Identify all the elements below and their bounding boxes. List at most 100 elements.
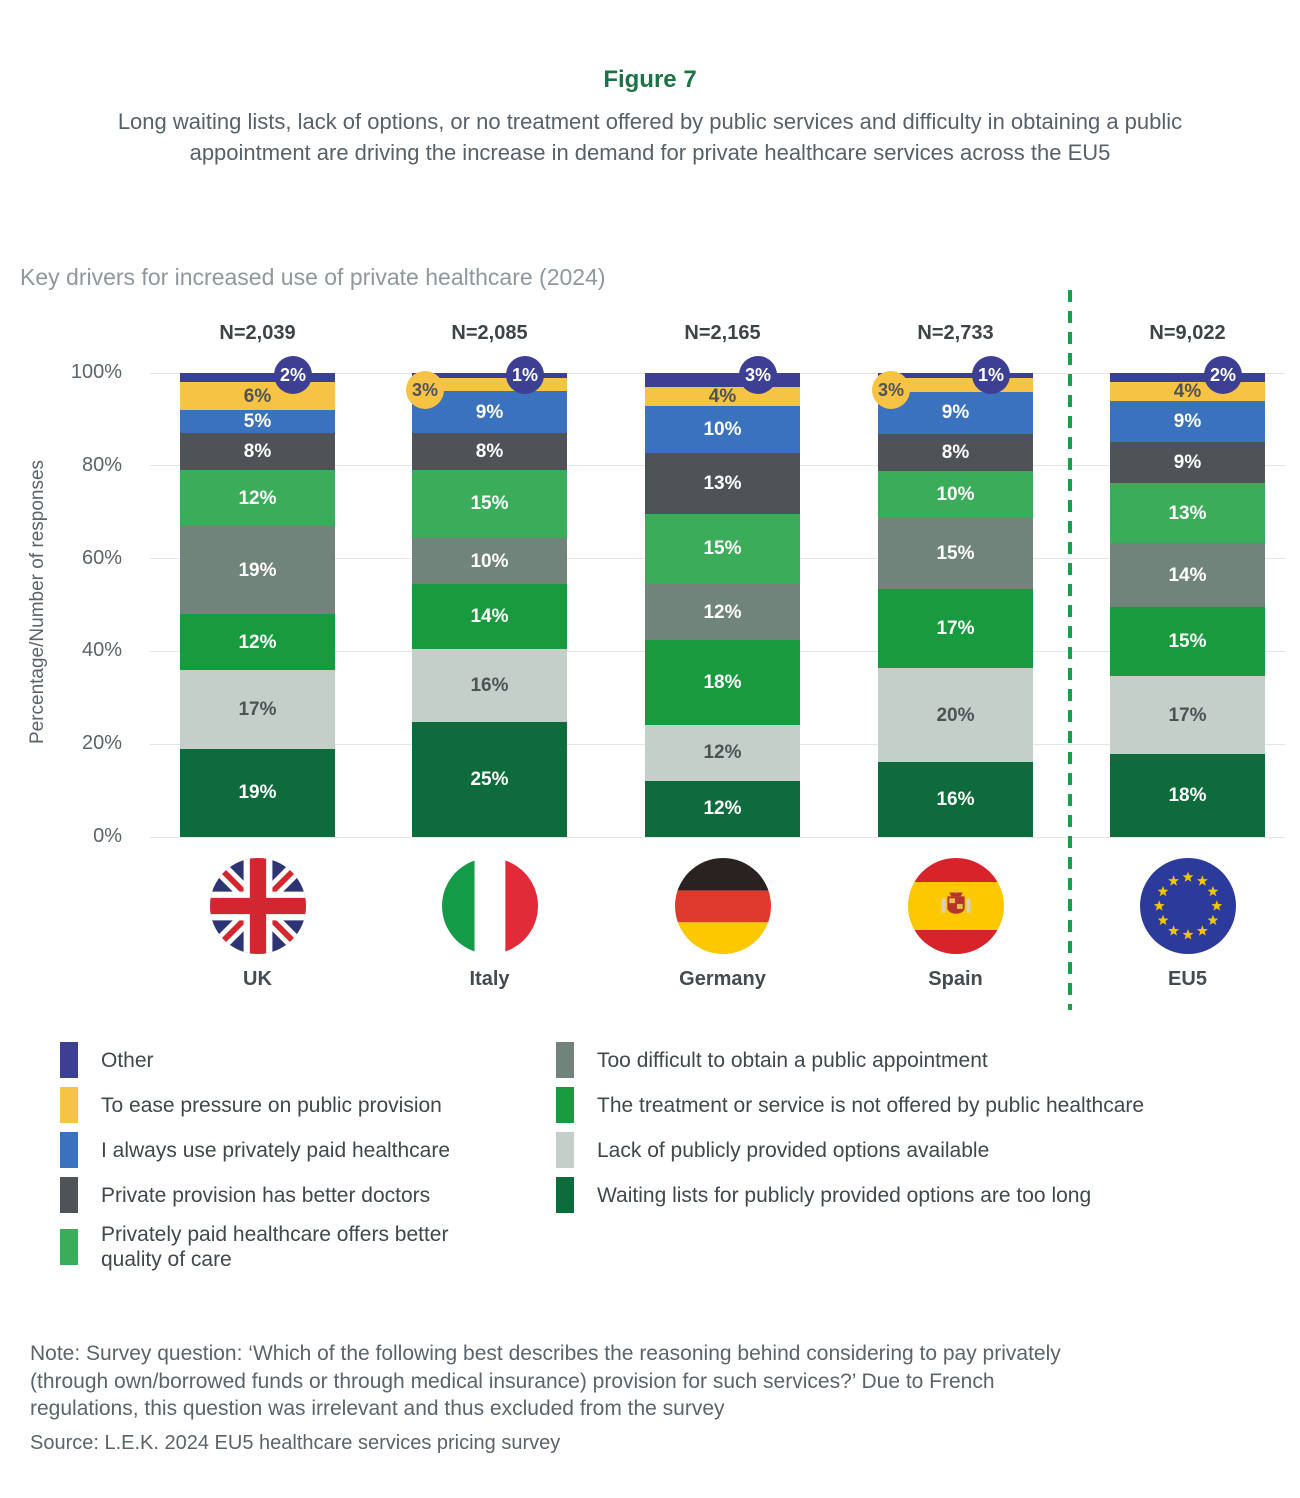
bar-segment: 16% [878, 762, 1033, 837]
bar-segment: 16% [412, 648, 567, 723]
legend-swatch-icon [60, 1229, 78, 1265]
segment-label: 14% [470, 606, 509, 627]
pct-badge: 2% [274, 356, 312, 394]
y-tick-label: 40% [81, 639, 122, 662]
segment-label: 8% [475, 440, 504, 462]
segment-label: 19% [238, 559, 277, 581]
legend-swatch-icon [556, 1087, 574, 1123]
sample-size-label: N=2,733 [917, 322, 994, 344]
bar-segment: 13% [1110, 483, 1265, 543]
segment-label: 10% [703, 418, 742, 440]
segment-label: 15% [470, 493, 509, 515]
segment-label: 12% [238, 631, 277, 653]
country-label-italy: Italy [469, 968, 510, 990]
bar-segment [878, 373, 1033, 378]
pct-badge: 1% [972, 356, 1010, 394]
pct-badge: 2% [1204, 356, 1242, 394]
bar-column-spain: 16% 20% 17% 15% 10% 8% 9% 3% 1% [872, 356, 1033, 837]
y-tick-label: 20% [81, 732, 122, 755]
legend-swatch-icon [556, 1042, 574, 1078]
sample-size-label: N=9,022 [1149, 322, 1226, 344]
segment-label: 17% [1168, 704, 1207, 726]
flag-eu-icon [1139, 858, 1236, 954]
country-label-germany: Germany [679, 968, 766, 990]
segment-label: 9% [1173, 410, 1202, 432]
segment-label: 13% [703, 472, 742, 494]
bar-segment: 19% [180, 748, 335, 837]
bar-segment: 8% [878, 433, 1033, 472]
segment-label: 4% [1173, 380, 1202, 402]
segment-label: 19% [238, 782, 277, 804]
figure-label: Figure 7 [603, 66, 697, 93]
legend-item: Private provision has better doctors [60, 1177, 500, 1213]
bar-segment: 12% [645, 724, 800, 781]
segment-label: 9% [475, 401, 504, 423]
segment-label: 12% [703, 601, 742, 623]
bar-segment: 12% [180, 470, 335, 527]
segment-label: 17% [936, 617, 975, 639]
bar-segment: 10% [878, 471, 1033, 519]
bar-segment: 6% [180, 382, 335, 411]
legend-item: Lack of publicly provided options availa… [556, 1132, 1236, 1168]
bar-segment: 4% [645, 387, 800, 406]
legend-label: Privately paid healthcare offers better … [101, 1223, 449, 1271]
segment-label: 25% [470, 769, 509, 791]
legend-label: The treatment or service is not offered … [597, 1093, 1145, 1117]
source-text: Source: L.E.K. 2024 EU5 healthcare servi… [30, 1432, 561, 1454]
legend-swatch-icon [60, 1042, 78, 1078]
segment-label: 16% [936, 789, 975, 810]
gridline [150, 372, 1285, 374]
legend-swatch-icon [60, 1132, 78, 1168]
segment-label: 12% [238, 487, 277, 509]
y-tick-label: 60% [81, 546, 122, 569]
sample-size-label: N=2,085 [451, 322, 528, 344]
chart-plot-area: 0% 20% 40% 60% 80% 100% 19% 17% 12% 19% 12% 8% 5% 6% 2… [0, 356, 1300, 847]
bar-segment: 4% [1110, 380, 1265, 402]
bar-segment: 9% [1110, 441, 1265, 484]
country-label-eu5: EU5 [1168, 968, 1207, 990]
bar-segment: 9% [878, 391, 1033, 434]
flag-spain-icon [907, 858, 1004, 954]
bar-segment: 8% [412, 432, 567, 470]
legend-column: Too difficult to obtain a public appoint… [556, 1042, 1236, 1222]
bar-segment: 8% [180, 433, 335, 471]
bar-segment: 15% [412, 469, 567, 539]
sample-size-label: N=2,165 [684, 322, 761, 344]
chart-title: Key drivers for increased use of private… [20, 264, 606, 290]
y-tick-label: 100% [70, 361, 122, 383]
bar-segment: 12% [180, 614, 335, 670]
legend-column: Other To ease pressure on public provisio… [60, 1042, 500, 1281]
bar-segment: 17% [1110, 676, 1265, 755]
bar-segment: 19% [180, 526, 335, 615]
segment-label: 8% [941, 442, 970, 464]
segment-label: 6% [243, 385, 272, 407]
bar-segment [180, 373, 335, 383]
bar-segment: 12% [645, 780, 800, 837]
segment-label: 8% [243, 441, 272, 463]
y-tick-label: 80% [81, 453, 122, 476]
note-text: Note: Survey question: ‘Which of the fol… [30, 1342, 1061, 1420]
segment-label: 12% [703, 742, 742, 764]
legend-item: Privately paid healthcare offers better … [60, 1222, 500, 1272]
legend-label: Private provision has better doctors [101, 1183, 431, 1207]
bar-segment: 14% [412, 584, 567, 649]
bar-column-germany: 12% 12% 18% 12% 15% 13% 10% 4% 3% [645, 356, 800, 837]
flag-uk-icon [209, 858, 306, 954]
legend-label: I always use privately paid healthcare [101, 1138, 451, 1162]
legend-swatch-icon [60, 1087, 78, 1123]
segment-label: 14% [1168, 564, 1207, 586]
segment-label: 10% [936, 484, 975, 506]
segment-label: 15% [936, 542, 975, 564]
sample-size-label: N=2,039 [219, 322, 296, 344]
flag-germany-icon [674, 858, 771, 954]
bar-segment: 14% [1110, 543, 1265, 608]
legend-label: Lack of publicly provided options availa… [597, 1138, 990, 1162]
bar-segment: 18% [645, 640, 800, 725]
bar-segment: 15% [645, 513, 800, 584]
bar-segment: 18% [1110, 754, 1265, 837]
pct-badge: 3% [739, 356, 777, 394]
bar-column-eu5: 18% 17% 15% 14% 13% 9% 9% 4% 2% [1110, 356, 1265, 837]
bar-segment: 17% [180, 669, 335, 749]
gridline [150, 836, 1285, 838]
legend-swatch-icon [556, 1177, 574, 1213]
